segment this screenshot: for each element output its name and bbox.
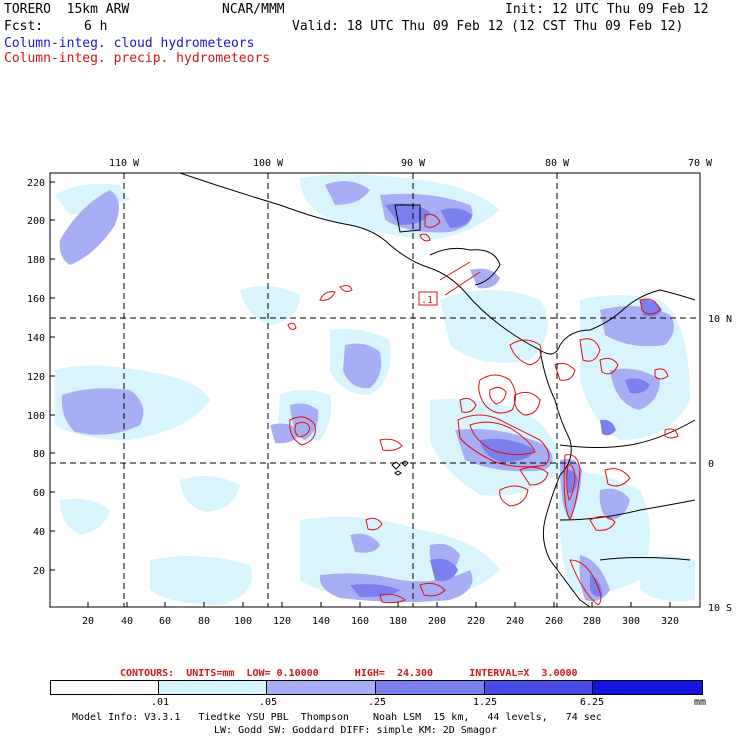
x-axis-ticks: 20 40 60 80 100 120 140 160 180 200 220 … [82, 616, 679, 627]
x-tick: 160 [351, 616, 369, 627]
center-label: NCAR/MMM [222, 2, 285, 17]
colorbar-segment-2 [266, 680, 376, 695]
shaded-field-title: Column-integ. cloud hydrometeors [4, 36, 255, 51]
lat-label: 10 S [708, 603, 732, 614]
x-tick: 60 [159, 616, 171, 627]
x-tick: 320 [661, 616, 679, 627]
x-tick-marks [87, 602, 671, 607]
lon-label: 110 W [109, 158, 140, 169]
x-tick: 220 [467, 616, 485, 627]
colorbar-segment-3 [375, 680, 485, 695]
lon-label: 100 W [253, 158, 284, 169]
x-tick: 280 [583, 616, 601, 627]
y-tick: 200 [27, 216, 45, 227]
x-tick: 80 [198, 616, 210, 627]
y-tick: 140 [27, 333, 45, 344]
model-info-line-1: Model Info: V3.3.1 Tiedtke YSU PBL Thomp… [72, 712, 602, 723]
y-tick: 60 [33, 488, 45, 499]
colorbar-label: 1.25 [473, 697, 498, 708]
lat-label: 0 [708, 459, 714, 470]
model-info-line-2: LW: Godd SW: Goddard DIFF: simple KM: 2D… [214, 725, 497, 736]
coastlines [179, 173, 696, 607]
y-tick: 120 [27, 372, 45, 383]
y-tick: 160 [27, 294, 45, 305]
contour-field-title: Column-integ. precip. hydrometeors [4, 51, 271, 66]
model-title: TORERO 15km ARW [4, 2, 130, 17]
lon-label: 80 W [545, 158, 570, 169]
colorbar-segment-5 [592, 680, 703, 695]
latitude-labels: 10 N 0 10 S [708, 314, 732, 614]
contour-info: CONTOURS: UNITS=mm LOW= 0.10000 HIGH= 24… [120, 668, 578, 679]
x-tick: 240 [506, 616, 524, 627]
y-tick: 40 [33, 527, 45, 538]
contour-label: .1 [421, 295, 433, 306]
x-tick: 260 [545, 616, 563, 627]
x-tick: 40 [121, 616, 133, 627]
x-tick: 120 [273, 616, 291, 627]
x-tick: 20 [82, 616, 94, 627]
y-tick: 80 [33, 449, 45, 460]
y-tick: 100 [27, 411, 45, 422]
colorbar-label: .25 [368, 697, 387, 708]
contour-label-box [418, 291, 438, 306]
colorbar-label: .01 [151, 697, 170, 708]
colorbar-label: .05 [259, 697, 278, 708]
lon-label: 90 W [401, 158, 426, 169]
x-tick: 200 [428, 616, 446, 627]
cloud-hydrometeor-shading [55, 174, 695, 605]
x-tick: 300 [622, 616, 640, 627]
forecast-hours: 6 h [84, 19, 108, 34]
colorbar-segment-4 [484, 680, 593, 695]
forecast-label: Fcst: [4, 19, 44, 34]
y-tick-marks [50, 181, 55, 571]
colorbar-label: 6.25 [580, 697, 605, 708]
y-axis-ticks: 220 200 180 160 140 120 100 80 60 40 20 [27, 178, 45, 577]
y-tick: 20 [33, 566, 45, 577]
valid-time: Valid: 18 UTC Thu 09 Feb 12 (12 CST Thu … [292, 19, 684, 34]
precip-contours [287, 213, 679, 606]
x-tick: 180 [389, 616, 407, 627]
colorbar-units: mm [694, 697, 707, 708]
y-tick: 220 [27, 178, 45, 189]
init-time: Init: 12 UTC Thu 09 Feb 12 [505, 2, 709, 17]
lat-label: 10 N [708, 314, 732, 325]
colorbar-segment-1 [158, 680, 267, 695]
x-tick: 140 [312, 616, 330, 627]
colorbar-segment-0 [50, 680, 159, 695]
lon-label: 70 W [688, 158, 713, 169]
y-tick: 180 [27, 255, 45, 266]
plot-frame [49, 172, 701, 608]
longitude-labels: 110 W 100 W 90 W 80 W 70 W [109, 158, 713, 169]
latlon-grid [50, 173, 700, 607]
x-tick: 100 [234, 616, 252, 627]
